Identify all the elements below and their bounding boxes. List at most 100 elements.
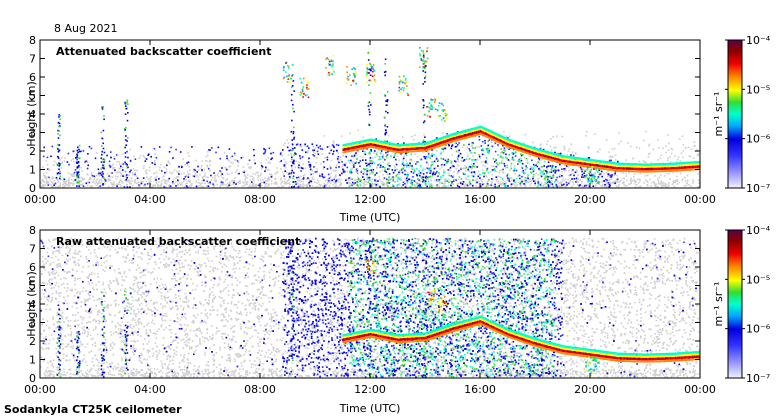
heatmap-cell (457, 178, 460, 181)
heatmap-cell (173, 169, 176, 172)
heatmap-cell (326, 178, 329, 181)
heatmap-cell (284, 142, 286, 144)
heatmap-cell (428, 183, 430, 185)
heatmap-cell (87, 164, 89, 167)
heatmap-cell (366, 177, 369, 180)
heatmap-cell (370, 160, 372, 163)
heatmap-cell (518, 159, 520, 161)
heatmap-cell (532, 173, 535, 176)
heatmap-cell (388, 162, 390, 164)
heatmap-cell (219, 157, 221, 160)
heatmap-cell (113, 156, 115, 158)
heatmap-cell (390, 145, 393, 148)
heatmap-cell (379, 164, 382, 167)
heatmap-cell (655, 185, 657, 188)
heatmap-cell (442, 104, 445, 107)
heatmap-cell (517, 181, 520, 184)
heatmap-cell (212, 183, 215, 186)
heatmap-cell (314, 181, 316, 183)
heatmap-cell (101, 137, 103, 140)
heatmap-cell (166, 164, 168, 167)
heatmap-cell (203, 168, 206, 171)
heatmap-cell (544, 175, 547, 177)
heatmap-cell (221, 177, 224, 179)
heatmap-cell (337, 186, 340, 188)
heatmap-cell (290, 152, 292, 155)
heatmap-cell (413, 184, 416, 186)
heatmap-cell (430, 164, 432, 167)
heatmap-cell (526, 159, 529, 162)
heatmap-cell (458, 169, 460, 172)
heatmap-cell (384, 58, 387, 61)
heatmap-cell (542, 173, 545, 176)
heatmap-cell (124, 102, 127, 105)
heatmap-cell (217, 172, 220, 175)
heatmap-cell (537, 182, 539, 184)
heatmap-cell (356, 172, 359, 175)
heatmap-cell (209, 181, 211, 184)
heatmap-cell (386, 157, 388, 159)
heatmap-cell (318, 183, 321, 186)
heatmap-cell (510, 162, 513, 165)
heatmap-cell (154, 185, 156, 187)
heatmap-cell (422, 60, 424, 63)
heatmap-cell (608, 183, 611, 186)
heatmap-cell (488, 149, 491, 152)
heatmap-cell (587, 183, 590, 186)
heatmap-cell (606, 179, 608, 182)
heatmap-cell (355, 171, 357, 173)
heatmap-cell (332, 63, 334, 65)
heatmap-cell (332, 150, 335, 153)
heatmap-cell (443, 147, 446, 150)
heatmap-cell (420, 158, 423, 161)
heatmap-cell (69, 184, 71, 186)
heatmap-cell (514, 152, 516, 155)
heatmap-cell (443, 164, 446, 166)
heatmap-cell (158, 169, 161, 171)
heatmap-cell (158, 177, 161, 179)
heatmap-cell (488, 150, 490, 153)
heatmap-cell (368, 68, 371, 71)
heatmap-cell (504, 156, 507, 159)
heatmap-cell (153, 184, 156, 186)
heatmap-cell (602, 183, 604, 186)
heatmap-cell (332, 184, 334, 186)
heatmap-cell (74, 179, 77, 181)
heatmap-cell (260, 167, 263, 170)
heatmap-cell (577, 174, 579, 176)
heatmap-cell (219, 170, 221, 172)
heatmap-cell (391, 169, 394, 171)
heatmap-cell (346, 166, 349, 169)
heatmap-cell (424, 180, 427, 182)
heatmap-cell (404, 82, 406, 85)
heatmap-cell (689, 185, 692, 187)
heatmap-cell (58, 114, 60, 116)
heatmap-cell (446, 113, 448, 115)
heatmap-cell (283, 158, 285, 161)
heatmap-cell (486, 169, 488, 171)
heatmap-cell (645, 130, 647, 133)
heatmap-cell (282, 149, 284, 151)
heatmap-cell (294, 147, 296, 149)
heatmap-cell (163, 186, 166, 188)
heatmap-cell (354, 76, 356, 78)
heatmap-cell (627, 142, 629, 144)
heatmap-cell (125, 174, 128, 176)
heatmap-cell (416, 161, 419, 163)
heatmap-cell (67, 184, 70, 187)
heatmap-cell (357, 143, 360, 146)
heatmap-cell (346, 182, 348, 184)
heatmap-cell (257, 184, 260, 187)
heatmap-cell (366, 66, 368, 69)
heatmap-cell (307, 151, 309, 154)
heatmap-cell (537, 179, 539, 182)
heatmap-cell (522, 150, 525, 153)
heatmap-cell (582, 176, 585, 178)
heatmap-cell (127, 137, 129, 139)
heatmap-cell (418, 66, 421, 68)
heatmap-cell (395, 163, 398, 166)
heatmap-cell (457, 151, 460, 154)
heatmap-cell (293, 126, 295, 129)
heatmap-cell (401, 167, 404, 170)
heatmap-cell (108, 185, 110, 188)
